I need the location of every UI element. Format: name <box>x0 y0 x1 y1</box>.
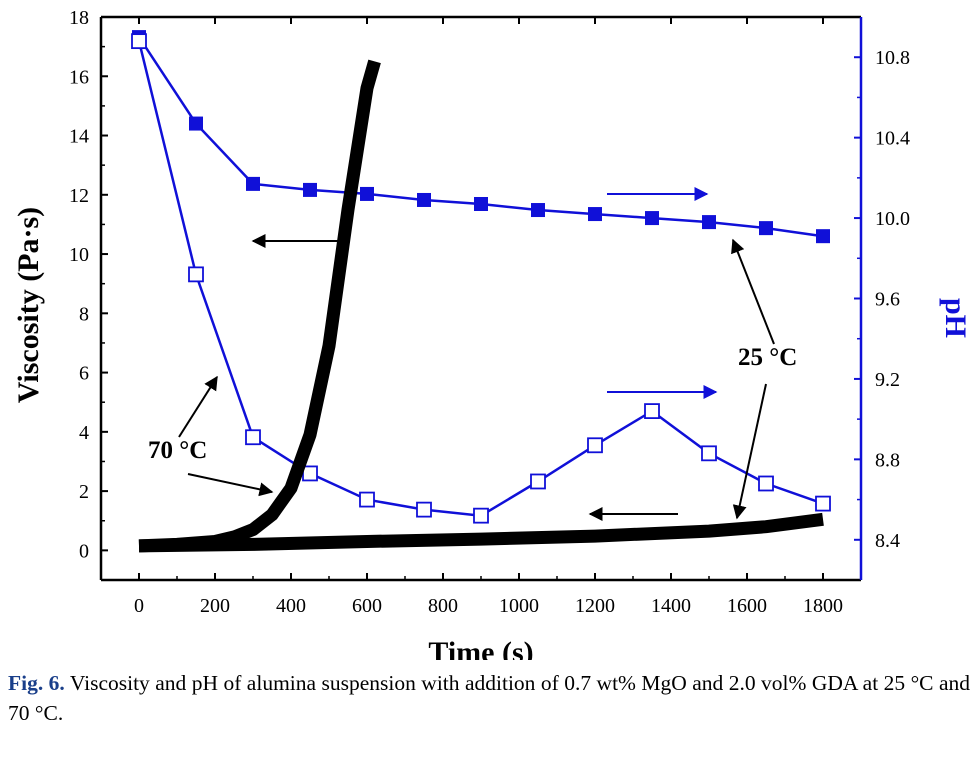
ph-25c-point <box>816 229 830 244</box>
ph-70c-point <box>188 266 204 283</box>
y-tick-label: 16 <box>69 66 89 88</box>
ph-25c-point <box>246 176 260 191</box>
y2-tick-label: 10.0 <box>875 208 910 230</box>
annotation-pointer-arrow <box>732 383 767 520</box>
y-tick-label: 10 <box>69 244 89 266</box>
x-tick-label: 600 <box>352 595 382 617</box>
ph-70c-point <box>701 445 717 462</box>
ph-25c-point <box>360 186 374 201</box>
x-axis-ticks: 0 200 400 600 800 1000 1200 1400 1600 1800 <box>134 17 843 617</box>
y2-tick-label: 10.4 <box>875 128 910 150</box>
y-tick-label: 4 <box>79 422 89 444</box>
ph-70c-point <box>644 403 660 420</box>
ph-70c-point <box>416 501 432 518</box>
viscosity-series-2-line <box>138 59 381 553</box>
ph-70c-point <box>815 495 831 512</box>
annotation-pointer-arrow <box>187 473 274 497</box>
y-axis-title: Viscosity (Pa·s) <box>12 207 45 403</box>
annotation-pointer-arrow <box>178 375 218 438</box>
y-tick-label: 0 <box>79 540 89 562</box>
y-tick-label: 14 <box>69 126 89 148</box>
x-axis-title: Time (s) <box>428 636 533 660</box>
y2-tick-label: 9.6 <box>875 289 900 311</box>
ph-70c-point <box>359 491 375 508</box>
viscosity-series-3-line <box>138 512 824 553</box>
ph-70c-point <box>131 33 147 50</box>
y2-tick-label: 9.2 <box>875 369 900 391</box>
ph-70c-point <box>530 473 546 490</box>
annotation-layer <box>178 187 775 521</box>
x-tick-label: 1600 <box>727 595 767 617</box>
ph-70c-point <box>587 437 603 454</box>
x-tick-label: 0 <box>134 595 144 617</box>
ph-70c-point <box>302 465 318 482</box>
series-layer <box>131 30 831 553</box>
x-tick-label: 1400 <box>651 595 691 617</box>
x-tick-label: 1200 <box>575 595 615 617</box>
y2-axis-title: pH <box>939 298 972 338</box>
x-tick-label: 1800 <box>803 595 843 617</box>
x-tick-label: 1000 <box>499 595 539 617</box>
y2-tick-label: 8.4 <box>875 530 900 552</box>
ph-70c-point <box>473 507 489 524</box>
x-tick-label: 200 <box>200 595 230 617</box>
y-tick-label: 8 <box>79 303 89 325</box>
ph-25c-point <box>702 215 716 230</box>
annotation-25c: 25 °C <box>738 344 797 371</box>
ph-25c-point <box>474 196 488 211</box>
plot-frame <box>99 15 863 582</box>
ph-70c-point <box>245 429 261 446</box>
caption-text: Viscosity and pH of alumina suspension w… <box>8 671 971 725</box>
ph-25c-point <box>588 207 602 222</box>
figure-caption: Fig. 6. Viscosity and pH of alumina susp… <box>8 668 970 728</box>
ph-series-1-line <box>137 40 824 517</box>
y-tick-label: 2 <box>79 481 89 503</box>
caption-label: Fig. 6. <box>8 671 65 695</box>
ph-25c-point <box>645 211 659 226</box>
ph-25c-point <box>303 182 317 197</box>
ph-70c-point <box>758 475 774 492</box>
annotation-pointer-arrow <box>731 238 775 345</box>
y2-tick-label: 8.8 <box>875 449 900 471</box>
y2-tick-label: 10.8 <box>875 47 910 69</box>
ph-25c-point <box>759 221 773 236</box>
ph-25c-point <box>417 192 431 207</box>
y-axis-ticks: 0 2 4 6 8 10 12 14 16 18 <box>69 7 108 562</box>
chart: 0 200 400 600 800 1000 1200 1400 1600 1800 0 2 4 6 8 1… <box>12 7 972 660</box>
ph-25c-point <box>531 203 545 218</box>
y-tick-label: 6 <box>79 363 89 385</box>
y-tick-label: 18 <box>69 7 89 29</box>
y-tick-label: 12 <box>69 185 89 207</box>
annotation-70c: 70 °C <box>148 437 207 464</box>
y2-axis-ticks: 8.4 8.8 9.2 9.6 10.0 10.4 10.8 <box>854 47 910 552</box>
x-tick-label: 800 <box>428 595 458 617</box>
ph-25c-point <box>189 116 203 131</box>
x-tick-label: 400 <box>276 595 306 617</box>
